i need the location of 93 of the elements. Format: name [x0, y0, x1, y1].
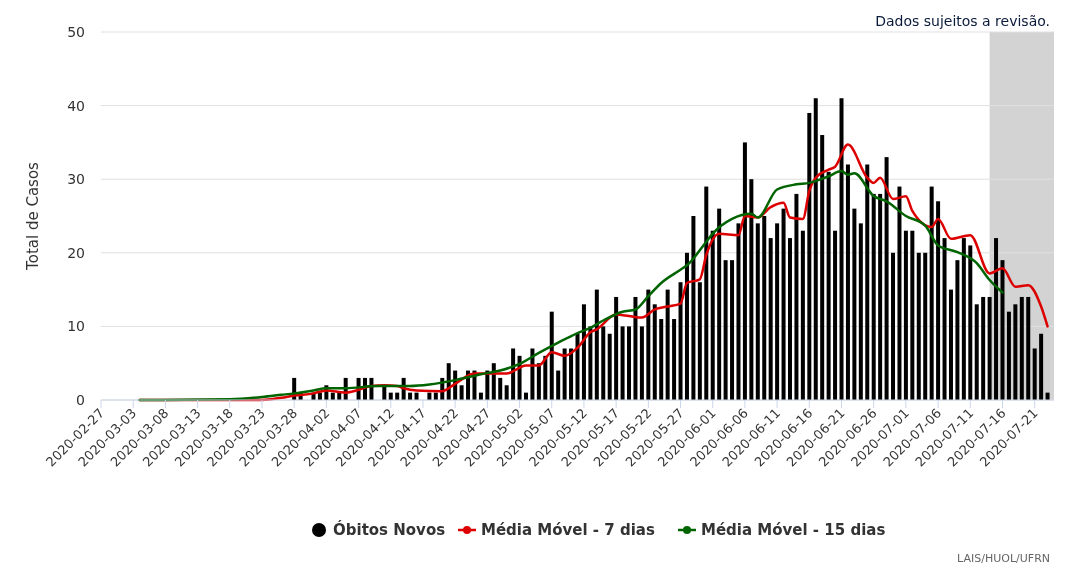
bar: [672, 319, 677, 400]
bar: [742, 142, 747, 400]
y-axis-title: Total de Casos: [24, 161, 42, 271]
bar: [826, 171, 831, 400]
bar: [646, 289, 651, 400]
bar: [575, 333, 580, 400]
bar: [794, 193, 799, 400]
bar: [749, 179, 754, 400]
bar: [755, 223, 760, 400]
legend-label: Média Móvel - 7 dias: [481, 521, 655, 539]
bar: [961, 238, 966, 400]
bar: [684, 252, 689, 400]
bar: [839, 98, 844, 400]
bar: [639, 326, 644, 400]
bar: [659, 319, 664, 400]
bar: [1019, 296, 1024, 400]
bar: [652, 304, 657, 400]
y-tick-label: 10: [67, 318, 85, 335]
bar: [910, 230, 915, 400]
bar: [607, 333, 612, 400]
bar: [897, 186, 902, 400]
bar: [620, 326, 625, 400]
bar: [923, 252, 928, 400]
bar: [781, 208, 786, 400]
bar: [852, 208, 857, 400]
bar: [581, 304, 586, 400]
bar: [594, 289, 599, 400]
bar: [459, 385, 464, 400]
bar: [730, 260, 735, 400]
legend-label: Média Móvel - 15 dias: [701, 521, 886, 539]
y-tick-label: 30: [67, 171, 85, 188]
bar: [768, 238, 773, 400]
bar: [807, 112, 812, 400]
bar: [903, 230, 908, 400]
bar: [691, 216, 696, 400]
bar: [775, 223, 780, 400]
bar: [588, 326, 593, 400]
bar: [627, 326, 632, 400]
bar: [955, 260, 960, 400]
bar: [736, 223, 741, 400]
text: Dados sujeitos a revisão.: [875, 13, 1050, 29]
bar: [891, 252, 896, 400]
bar: [549, 311, 554, 400]
bar: [678, 282, 683, 400]
bar: [871, 193, 876, 400]
bar: [562, 348, 567, 400]
text: LAIS/HUOL/UFRN: [957, 552, 1050, 565]
bar: [614, 296, 619, 400]
legend-label: Óbitos Novos: [333, 520, 446, 539]
bar: [994, 238, 999, 400]
bar: [665, 289, 670, 400]
bar: [820, 135, 825, 400]
bar: [916, 252, 921, 400]
bar: [498, 377, 503, 400]
bar: [987, 296, 992, 400]
bar: [948, 289, 953, 400]
bar: [833, 230, 838, 400]
bar: [968, 245, 973, 400]
bar: [936, 201, 941, 400]
y-tick-label: 40: [67, 97, 85, 114]
y-tick-label: 20: [67, 244, 85, 261]
bar: [556, 370, 561, 400]
bar: [813, 98, 818, 400]
bar: [633, 296, 638, 400]
bar: [787, 238, 792, 400]
bar: [1026, 296, 1031, 400]
bar: [569, 348, 574, 400]
bar: [717, 208, 722, 400]
bar: [710, 230, 715, 400]
bar: [942, 238, 947, 400]
y-tick-label: 0: [76, 392, 85, 408]
bar: [762, 216, 767, 400]
bar: [878, 193, 883, 400]
bar: [723, 260, 728, 400]
bar: [981, 296, 986, 400]
bar: [1013, 304, 1018, 400]
bar: [974, 304, 979, 400]
bar: [1032, 348, 1037, 400]
bar: [704, 186, 709, 400]
bar: [1039, 333, 1044, 400]
bar: [504, 385, 509, 400]
bar: [601, 326, 606, 400]
bar: [1006, 311, 1011, 400]
y-tick-label: 50: [67, 24, 85, 40]
bar: [800, 230, 805, 400]
bar: [929, 186, 934, 400]
bar: [865, 164, 870, 400]
bar: [845, 164, 850, 400]
bar: [536, 363, 541, 400]
bar: [858, 223, 863, 400]
bar: [697, 282, 702, 400]
bar: [1000, 260, 1005, 400]
bar: [884, 157, 889, 400]
